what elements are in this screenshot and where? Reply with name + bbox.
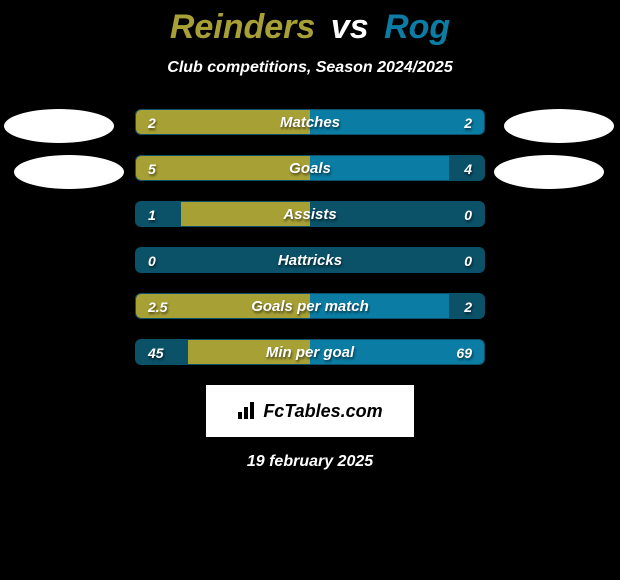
bar-right [310, 340, 484, 364]
bar-right [310, 110, 484, 134]
stat-value-right: 4 [464, 156, 472, 181]
side-ellipse [504, 109, 614, 143]
stat-row: Goals per match2.52 [135, 293, 485, 319]
stat-value-right: 0 [464, 202, 472, 227]
comparison-title: Reinders vs Rog [0, 0, 620, 47]
stat-value-left: 0 [148, 248, 156, 273]
bars-icon [237, 402, 259, 420]
brand-box: FcTables.com [206, 385, 414, 437]
bar-left [181, 202, 310, 226]
stats-chart: Matches22Goals54Assists10Hattricks00Goal… [0, 109, 620, 365]
bar-left [136, 294, 310, 318]
side-ellipse [14, 155, 124, 189]
side-ellipse [4, 109, 114, 143]
stat-value-left: 45 [148, 340, 164, 365]
bar-left [188, 340, 310, 364]
stat-label: Hattricks [136, 248, 484, 273]
player2-name: Rog [384, 8, 450, 46]
stat-value-right: 2 [464, 294, 472, 319]
brand-label: FcTables.com [237, 401, 382, 422]
bar-right [310, 294, 449, 318]
stat-value-left: 1 [148, 202, 156, 227]
date-label: 19 february 2025 [0, 453, 620, 471]
side-ellipse [494, 155, 604, 189]
stat-row: Min per goal4569 [135, 339, 485, 365]
stat-row: Goals54 [135, 155, 485, 181]
player1-name: Reinders [170, 8, 316, 46]
subtitle: Club competitions, Season 2024/2025 [0, 59, 620, 77]
bar-left [136, 156, 310, 180]
stat-value-right: 0 [464, 248, 472, 273]
stat-row: Matches22 [135, 109, 485, 135]
bar-left [136, 110, 310, 134]
bar-right [310, 156, 449, 180]
stat-row: Hattricks0 0 [135, 247, 485, 273]
vs-label: vs [331, 8, 369, 46]
brand-text: FcTables.com [263, 401, 382, 422]
stat-row: Assists10 [135, 201, 485, 227]
